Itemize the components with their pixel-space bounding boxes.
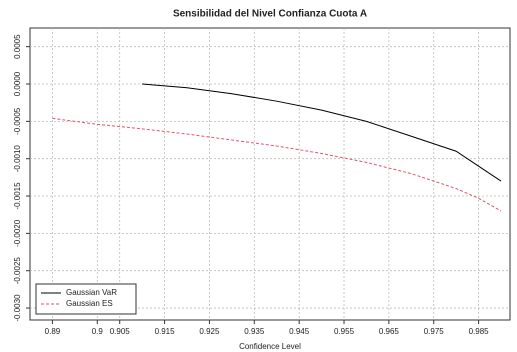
x-tick-label: 0.985 bbox=[469, 327, 490, 336]
y-tick-label: 0.0005 bbox=[13, 34, 22, 59]
x-tick-label: 0.905 bbox=[110, 327, 131, 336]
legend-box bbox=[35, 283, 137, 315]
y-tick-label: -0.0005 bbox=[13, 107, 22, 135]
x-axis-label: Confidence Level bbox=[239, 342, 301, 351]
x-tick-label: 0.925 bbox=[199, 327, 220, 336]
x-tick-label: 0.965 bbox=[379, 327, 400, 336]
y-tick-label: -0.0025 bbox=[13, 257, 22, 285]
y-tick-label: 0.0000 bbox=[13, 71, 22, 96]
x-tick-label: 0.975 bbox=[424, 327, 445, 336]
legend-label: Gaussian VaR bbox=[66, 288, 117, 297]
x-tick-label: 0.89 bbox=[45, 327, 61, 336]
x-tick-label: 0.915 bbox=[155, 327, 176, 336]
y-tick-label: -0.0010 bbox=[13, 145, 22, 173]
series-line bbox=[52, 117, 502, 212]
x-tick-label: 0.955 bbox=[334, 327, 355, 336]
y-tick-label: -0.0030 bbox=[13, 294, 22, 322]
x-tick-label: 0.9 bbox=[92, 327, 104, 336]
y-tick-label: -0.0020 bbox=[13, 219, 22, 247]
plot-frame bbox=[29, 27, 511, 321]
chart-title: Sensibilidad del Nivel Confianza Cuota A bbox=[173, 9, 367, 20]
x-tick-label: 0.945 bbox=[289, 327, 310, 336]
y-tick-label: -0.0015 bbox=[13, 182, 22, 210]
series-line bbox=[142, 83, 502, 182]
legend-label: Gaussian ES bbox=[66, 299, 113, 308]
x-tick-label: 0.935 bbox=[244, 327, 265, 336]
